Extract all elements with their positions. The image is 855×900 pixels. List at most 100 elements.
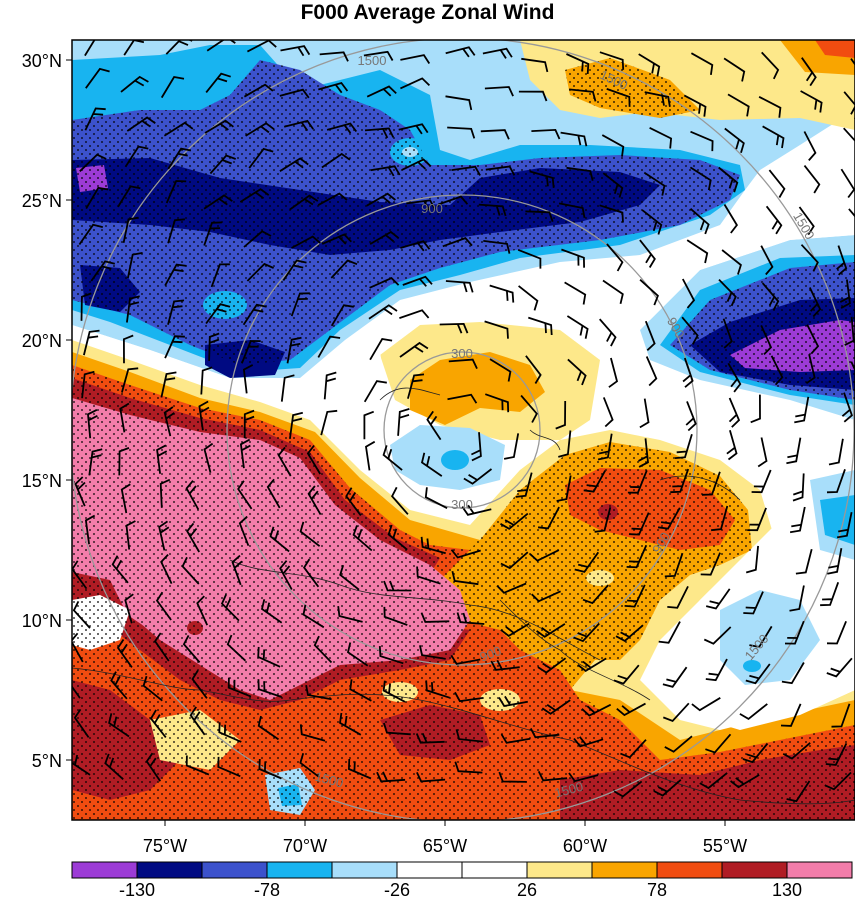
wind-barb bbox=[721, 249, 742, 275]
wind-barb bbox=[369, 338, 393, 361]
wind-barb bbox=[447, 393, 478, 404]
wind-barb bbox=[758, 96, 782, 118]
wind-barb bbox=[366, 192, 396, 207]
wind-barb bbox=[326, 122, 358, 134]
wind-barb bbox=[503, 433, 520, 460]
wind-barb bbox=[369, 230, 400, 245]
wind-barb bbox=[84, 40, 96, 57]
wind-barb bbox=[450, 654, 481, 665]
wind-barb bbox=[111, 555, 129, 584]
wind-barb bbox=[196, 595, 209, 626]
wind-barb bbox=[555, 400, 567, 430]
wind-barb bbox=[363, 50, 394, 61]
wind-barb bbox=[313, 635, 333, 664]
wind-barb bbox=[664, 552, 684, 578]
lon-label: 75°W bbox=[143, 836, 187, 856]
wind-barb bbox=[567, 358, 587, 386]
wind-barb bbox=[483, 240, 511, 254]
wind-barb bbox=[558, 430, 572, 458]
wind-barb bbox=[87, 408, 98, 439]
wind-barb bbox=[726, 430, 738, 461]
wind-barb bbox=[299, 521, 321, 547]
wind-barb bbox=[560, 131, 588, 147]
wind-barb bbox=[770, 355, 784, 386]
wind-barb bbox=[248, 147, 274, 169]
colorbar-tick-label: 78 bbox=[647, 880, 667, 900]
wind-barb bbox=[445, 95, 473, 111]
wind-barb bbox=[447, 126, 476, 139]
wind-barb bbox=[165, 180, 187, 204]
range-ring-300 bbox=[383, 351, 541, 509]
wind-barb bbox=[723, 57, 746, 82]
wind-barb bbox=[478, 203, 507, 217]
wind-barb bbox=[761, 51, 780, 80]
contour-white-band bbox=[72, 185, 855, 412]
wind-barb bbox=[536, 623, 566, 638]
wind-barb bbox=[745, 663, 771, 685]
wind-barb bbox=[302, 604, 325, 629]
wind-barb bbox=[827, 548, 843, 575]
wind-barb bbox=[415, 732, 445, 744]
wind-barb bbox=[566, 315, 589, 339]
wind-barb bbox=[83, 329, 100, 356]
wind-barb bbox=[518, 90, 548, 102]
wind-barb bbox=[318, 81, 349, 94]
wind-barb bbox=[127, 252, 143, 279]
wind-barb bbox=[681, 316, 699, 345]
map-title: F000 Average Zonal Wind bbox=[300, 1, 555, 24]
wind-barb bbox=[120, 75, 149, 93]
wind-barb bbox=[667, 585, 689, 609]
wind-barb bbox=[670, 468, 690, 494]
wind-barb bbox=[85, 186, 109, 210]
wind-barb bbox=[352, 525, 373, 552]
wind-barb bbox=[624, 584, 646, 608]
wind-barb bbox=[760, 325, 773, 356]
wind-barb bbox=[784, 620, 805, 645]
wind-barb bbox=[569, 88, 597, 102]
wind-barb bbox=[825, 743, 848, 766]
wind-barb bbox=[330, 304, 354, 327]
ring-label: 300 bbox=[451, 497, 473, 512]
lat-label: 15°N bbox=[22, 471, 62, 491]
wind-barb bbox=[808, 287, 822, 318]
ring-label: 300 bbox=[451, 346, 473, 361]
wind-barb bbox=[574, 551, 600, 573]
wind-barb bbox=[597, 433, 613, 461]
wind-barb bbox=[73, 708, 90, 738]
wind-barb bbox=[72, 751, 91, 776]
wind-barb bbox=[742, 742, 769, 764]
wind-barb bbox=[602, 172, 624, 198]
wind-barb bbox=[638, 438, 649, 468]
wind-barb bbox=[108, 713, 130, 738]
wind-barb bbox=[639, 398, 650, 429]
wind-barb bbox=[485, 165, 516, 176]
wind-barb bbox=[280, 374, 295, 402]
wind-barb bbox=[484, 86, 514, 97]
range-ring-900 bbox=[226, 194, 698, 666]
wind-barb bbox=[277, 446, 292, 477]
wind-barb bbox=[319, 51, 349, 62]
stipple-ne bbox=[565, 58, 700, 118]
wind-barb bbox=[577, 657, 607, 672]
wind-barb bbox=[400, 54, 431, 64]
wind-barb bbox=[387, 524, 408, 551]
wind-barb bbox=[743, 591, 764, 615]
colorbar-swatch bbox=[201, 861, 268, 879]
wind-barb bbox=[118, 447, 130, 476]
wind-barb bbox=[537, 657, 567, 674]
wind-barb bbox=[160, 371, 177, 398]
wind-barb bbox=[279, 560, 293, 590]
wind-barb bbox=[182, 634, 201, 663]
wind-barb bbox=[450, 549, 481, 559]
lon-label: 60°W bbox=[563, 836, 607, 856]
wind-barb bbox=[482, 47, 513, 59]
wind-barb bbox=[321, 233, 352, 245]
wind-barb bbox=[500, 622, 530, 637]
wind-barb bbox=[191, 670, 208, 699]
colorbar-swatch bbox=[591, 861, 658, 879]
wind-barb bbox=[682, 278, 696, 309]
wind-barb bbox=[602, 279, 624, 305]
wind-barb bbox=[690, 130, 714, 152]
wind-barb bbox=[366, 85, 397, 98]
